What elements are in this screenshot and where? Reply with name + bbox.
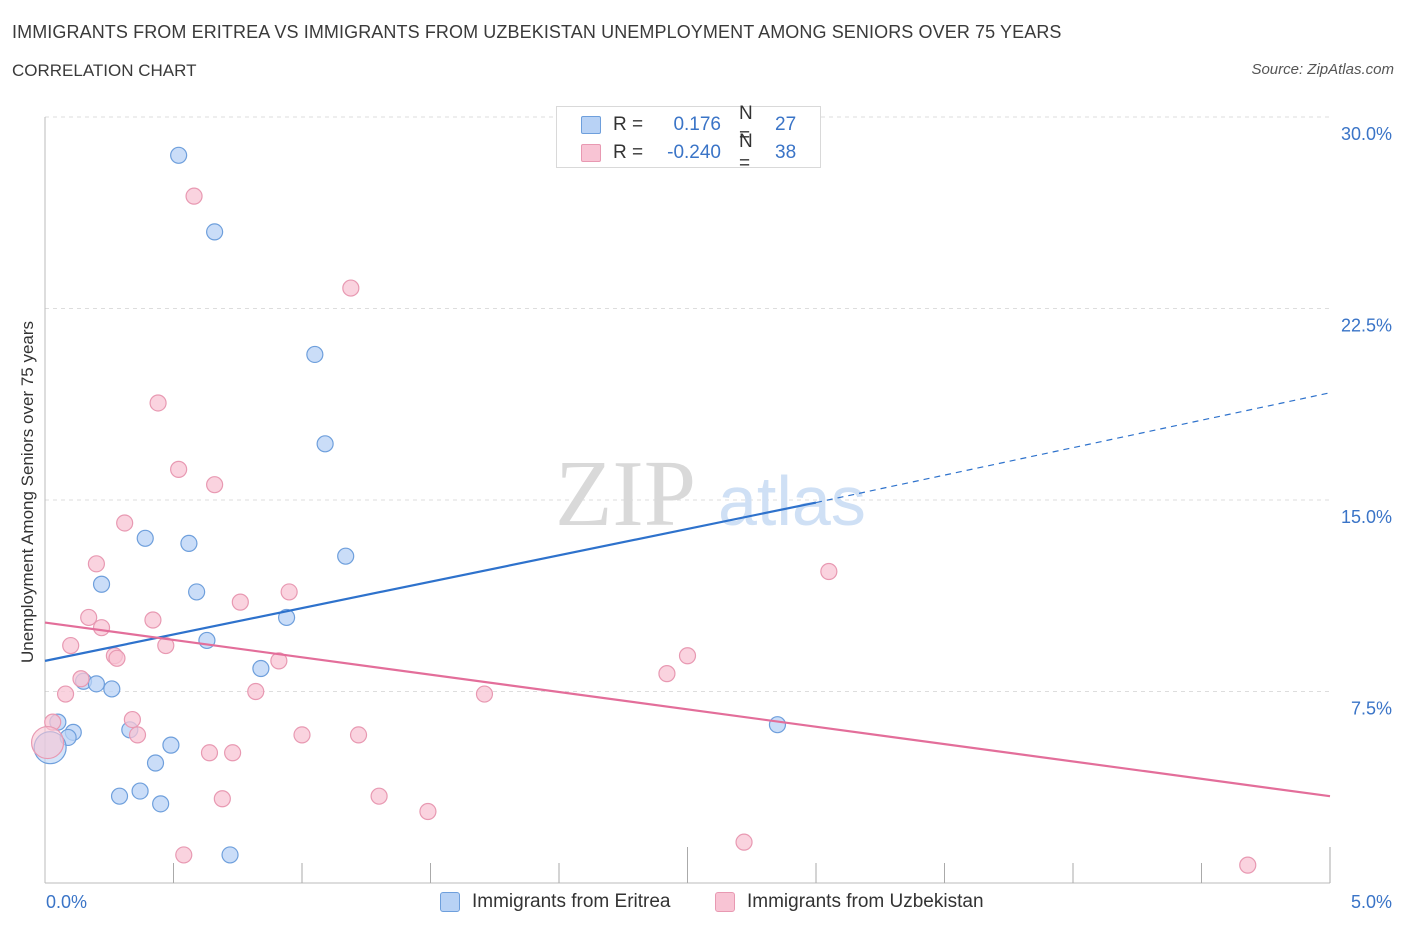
uzbekistan-point — [1239, 856, 1257, 874]
eritrea-point — [252, 659, 270, 678]
eritrea-point — [131, 782, 149, 800]
legend-swatch-uzbekistan — [581, 144, 601, 162]
bottom-legend-eritrea: Immigrants from Eritrea — [440, 890, 670, 914]
legend-r-value: -0.240 — [667, 142, 721, 163]
uzbekistan-point — [678, 647, 697, 665]
uzbekistan-point — [200, 744, 219, 762]
uzbekistan-point — [475, 685, 494, 703]
eritrea-point — [316, 435, 334, 453]
y-tick-label: 22.5% — [1341, 316, 1392, 336]
trend-lines — [44, 392, 1331, 798]
eritrea-point — [306, 345, 324, 364]
uzbekistan-point — [735, 833, 753, 851]
uzbekistan-point — [342, 279, 360, 297]
eritrea-point — [180, 534, 198, 553]
uzbekistan-point — [213, 790, 231, 808]
uzbekistan-point — [128, 726, 147, 744]
uzbekistan-point — [270, 652, 288, 670]
chart-title: IMMIGRANTS FROM ERITREA VS IMMIGRANTS FR… — [12, 22, 1062, 42]
eritrea-point — [110, 787, 129, 805]
uzbekistan-point — [206, 476, 224, 494]
uzbekistan-point — [280, 583, 298, 601]
eritrea-point — [206, 223, 224, 241]
eritrea-point — [162, 736, 180, 754]
uzbekistan-point — [56, 685, 75, 703]
eritrea-trend-line — [44, 501, 817, 662]
eritrea-point — [152, 795, 170, 813]
bottom-legend-label-uzbekistan: Immigrants from Uzbekistan — [747, 891, 984, 912]
bottom-legend-swatch-uzbekistan — [715, 892, 735, 912]
uzbekistan-point — [658, 665, 676, 683]
bottom-legend-label-eritrea: Immigrants from Eritrea — [472, 891, 671, 912]
uzbekistan-point — [92, 619, 111, 637]
uzbekistan-point — [80, 608, 98, 627]
legend-n-label: N = — [739, 131, 753, 174]
x-tick-label: 0.0% — [46, 892, 87, 912]
eritrea-point — [768, 716, 787, 734]
correlation-legend: R = 0.176 N = 27 R = -0.240 N = 38 — [556, 103, 821, 174]
legend-r-label: R = — [613, 114, 644, 135]
uzbekistan-point — [247, 682, 265, 701]
legend-swatch-eritrea — [581, 116, 601, 134]
legend-n-value: 27 — [775, 114, 797, 135]
uzbekistan-point — [72, 670, 90, 688]
uzbekistan-point — [349, 726, 368, 744]
uzbekistan-point — [175, 846, 193, 864]
legend-r-label: R = — [613, 142, 644, 163]
eritrea-point — [103, 680, 121, 698]
uzbekistan-point — [170, 460, 188, 478]
legend-r-value: 0.176 — [673, 114, 721, 135]
eritrea-point — [136, 529, 154, 547]
chart-subtitle: CORRELATION CHART — [12, 61, 197, 80]
uzbekistan-point — [144, 611, 162, 629]
eritrea-point — [277, 608, 296, 627]
bottom-legend-uzbekistan: Immigrants from Uzbekistan — [715, 890, 984, 914]
eritrea-point — [188, 583, 206, 601]
uzbekistan-point — [87, 555, 106, 573]
source-credit: Source: ZipAtlas.com — [1251, 61, 1394, 78]
uzbekistan-point — [231, 593, 249, 611]
uzbekistan-point — [419, 802, 437, 821]
watermark-zip: ZIP — [555, 442, 696, 546]
uzbekistan-point — [116, 514, 134, 532]
uzbekistan-trend-line — [44, 621, 1331, 798]
tick-labels: 7.5% 15.0% 22.5% 30.0% 0.0% 5.0% — [46, 124, 1392, 912]
uzbekistan-point — [185, 187, 203, 205]
bottom-legend-swatch-eritrea — [440, 892, 460, 912]
eritrea-point — [92, 575, 111, 593]
uzbekistan-point — [293, 726, 311, 744]
eritrea-point — [337, 547, 355, 565]
eritrea-point — [221, 846, 239, 864]
watermark-atlas: atlas — [718, 462, 866, 540]
uzbekistan-point — [820, 562, 838, 581]
uzbekistan-point — [224, 744, 242, 762]
uzbekistan-point — [62, 636, 80, 655]
eritrea-point — [170, 146, 188, 164]
legend-row-eritrea: R = 0.176 N = 27 — [581, 103, 797, 146]
y-tick-label: 7.5% — [1351, 699, 1392, 719]
watermark: ZIP atlas — [555, 442, 866, 546]
legend-row-uzbekistan: R = -0.240 N = 38 — [581, 131, 797, 174]
data-points — [30, 146, 1257, 874]
uzbekistan-point — [149, 394, 167, 412]
eritrea-trend-extension — [815, 392, 1331, 504]
uzbekistan-point — [157, 636, 175, 655]
legend-n-label: N = — [739, 103, 753, 146]
y-tick-label: 30.0% — [1341, 124, 1392, 144]
y-axis-label: Unemployment Among Seniors over 75 years — [18, 320, 37, 664]
uzbekistan-point — [30, 725, 65, 760]
legend-n-value: 38 — [775, 142, 797, 163]
y-tick-label: 15.0% — [1341, 507, 1392, 527]
uzbekistan-point — [123, 710, 141, 729]
x-tick-label: 5.0% — [1351, 892, 1392, 912]
uzbekistan-point — [108, 649, 126, 667]
eritrea-point — [87, 675, 106, 693]
uzbekistan-point — [370, 787, 388, 805]
eritrea-point — [146, 754, 165, 772]
